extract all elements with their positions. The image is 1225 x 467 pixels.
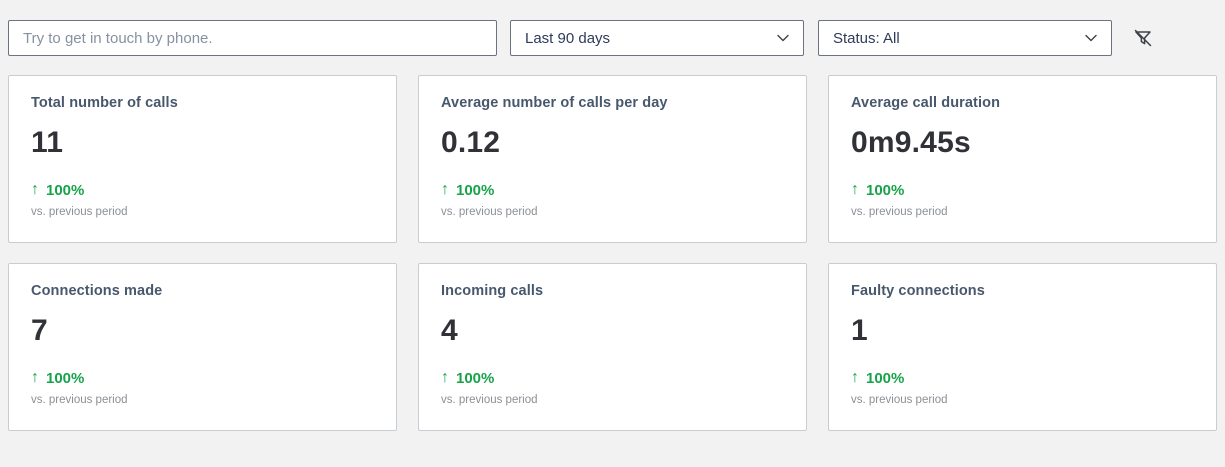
card-delta: ↑ 100% [851, 369, 1194, 387]
status-dropdown[interactable]: Status: All [818, 20, 1112, 56]
card-title: Faulty connections [851, 283, 985, 299]
card-delta: ↑ 100% [31, 369, 374, 387]
stat-card-incoming-calls: Incoming calls 4 ↑ 100% vs. previous per… [418, 263, 807, 431]
trend-up-icon: ↑ [31, 181, 39, 198]
trend-up-icon: ↑ [851, 181, 859, 198]
trend-up-icon: ↑ [31, 369, 39, 386]
card-delta: ↑ 100% [441, 369, 784, 387]
compare-label: vs. previous period [851, 394, 948, 406]
card-title: Average number of calls per day [441, 95, 668, 111]
date-range-dropdown[interactable]: Last 90 days [510, 20, 804, 56]
card-value: 7 [31, 314, 48, 347]
stat-card-total-calls: Total number of calls 11 ↑ 100% vs. prev… [8, 75, 397, 243]
card-title: Connections made [31, 283, 163, 299]
compare-label: vs. previous period [31, 394, 128, 406]
card-delta: ↑ 100% [31, 181, 374, 199]
filters-toolbar: Last 90 days Status: All [8, 20, 1217, 56]
compare-label: vs. previous period [31, 206, 128, 218]
card-value: 4 [441, 314, 458, 347]
compare-label: vs. previous period [441, 206, 538, 218]
card-title: Total number of calls [31, 95, 178, 111]
delta-value: 100% [866, 369, 905, 387]
delta-value: 100% [866, 181, 905, 199]
card-title: Average call duration [851, 95, 1001, 111]
compare-label: vs. previous period [851, 206, 948, 218]
chevron-down-icon [775, 30, 791, 46]
chevron-down-icon [1083, 30, 1099, 46]
card-title: Incoming calls [441, 283, 544, 299]
search-input[interactable] [8, 20, 497, 56]
card-delta: ↑ 100% [851, 181, 1194, 199]
stat-card-avg-call-duration: Average call duration 0m9.45s ↑ 100% vs.… [828, 75, 1217, 243]
status-value: Status: All [833, 29, 900, 47]
stat-card-avg-calls-per-day: Average number of calls per day 0.12 ↑ 1… [418, 75, 807, 243]
delta-value: 100% [46, 181, 85, 199]
trend-up-icon: ↑ [441, 369, 449, 386]
trend-up-icon: ↑ [441, 181, 449, 198]
compare-label: vs. previous period [441, 394, 538, 406]
date-range-value: Last 90 days [525, 29, 611, 47]
delta-value: 100% [46, 369, 85, 387]
trend-up-icon: ↑ [851, 369, 859, 386]
delta-value: 100% [456, 369, 495, 387]
card-value: 0m9.45s [851, 126, 971, 159]
card-value: 1 [851, 314, 868, 347]
filter-off-icon [1131, 26, 1155, 50]
stats-cards-grid: Total number of calls 11 ↑ 100% vs. prev… [8, 75, 1217, 431]
card-delta: ↑ 100% [441, 181, 784, 199]
clear-filters-button[interactable] [1129, 24, 1157, 52]
stat-card-connections-made: Connections made 7 ↑ 100% vs. previous p… [8, 263, 397, 431]
delta-value: 100% [456, 181, 495, 199]
card-value: 11 [31, 126, 64, 159]
card-value: 0.12 [441, 126, 501, 159]
stat-card-faulty-connections: Faulty connections 1 ↑ 100% vs. previous… [828, 263, 1217, 431]
